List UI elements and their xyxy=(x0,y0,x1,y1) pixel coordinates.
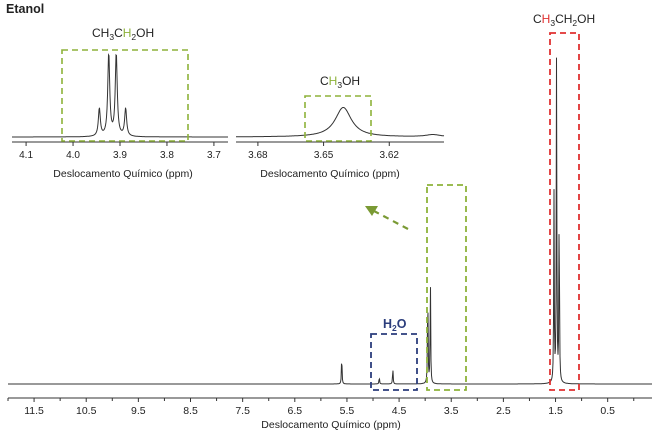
inset-ch3oh-ticks: 3.68 3.65 3.62 xyxy=(248,142,399,161)
inset-ch2-molecule-label: CH3CH2OH xyxy=(92,26,154,42)
main-tick-label: 7.5 xyxy=(235,405,250,417)
inset-ch2-tick-label: 4.1 xyxy=(19,150,33,161)
main-tick-label: 4.5 xyxy=(392,405,407,417)
inset-ch2-ticks: 4.1 4.0 3.9 3.8 3.7 xyxy=(19,142,221,161)
main-tick-label: 5.5 xyxy=(340,405,355,417)
inset-ch3oh-panel: 3.68 3.65 3.62 CH3OH Deslocamento Químico … xyxy=(236,74,445,180)
main-xlabel: Deslocamento Químico (ppm) xyxy=(261,419,400,431)
inset-ch2-spectrum-line xyxy=(12,52,228,138)
inset-ch2-tick-label: 3.9 xyxy=(113,150,127,161)
inset-ch3oh-tick-label: 3.65 xyxy=(314,150,334,161)
ch3-highlight-box xyxy=(549,32,580,391)
ch2-highlight-box xyxy=(426,184,467,391)
inset-ch2-panel: 4.1 4.0 3.9 3.8 3.7 CH3CH2OH Deslocamento Qu… xyxy=(12,26,228,180)
inset-ch3oh-xlabel: Deslocamento Químico (ppm) xyxy=(260,168,399,180)
inset-pointer-arrow xyxy=(365,206,409,230)
inset-ch3oh-molecule-label: CH3OH xyxy=(320,74,360,90)
chart-title: Etanol xyxy=(6,2,44,16)
main-tick-label: 11.5 xyxy=(24,405,44,417)
h2o-label: H2O xyxy=(383,317,407,333)
inset-ch2-tick-label: 4.0 xyxy=(66,150,80,161)
inset-ch2-xlabel: Deslocamento Químico (ppm) xyxy=(53,168,192,180)
ch3-molecule-label: CH3CH2OH xyxy=(533,12,595,28)
main-tick-label: 0.5 xyxy=(600,405,615,417)
inset-ch3oh-highlight-box xyxy=(304,95,372,142)
main-x-ticks: 11.5 10.5 9.5 8.5 7.5 6.5 5.5 4.5 3.5 2.5 1.5 0.5 xyxy=(7,398,635,417)
inset-ch3oh-tick-label: 3.68 xyxy=(248,150,268,161)
main-spectrum-panel: 11.5 10.5 9.5 8.5 7.5 6.5 5.5 4.5 3.5 2.5 1.5 0.5 D… xyxy=(7,12,652,431)
main-tick-label: 8.5 xyxy=(183,405,198,417)
main-tick-label: 3.5 xyxy=(444,405,459,417)
main-tick-label: 10.5 xyxy=(76,405,97,417)
h2o-highlight-box xyxy=(370,333,418,391)
inset-ch3oh-tick-label: 3.62 xyxy=(380,150,400,161)
inset-ch2-highlight-box xyxy=(61,49,189,142)
main-tick-label: 9.5 xyxy=(131,405,146,417)
main-tick-label: 6.5 xyxy=(287,405,302,417)
main-tick-label: 2.5 xyxy=(496,405,511,417)
main-tick-label: 1.5 xyxy=(548,405,563,417)
main-spectrum-line xyxy=(8,57,652,385)
inset-ch2-tick-label: 3.8 xyxy=(160,150,174,161)
inset-ch2-tick-label: 3.7 xyxy=(207,150,221,161)
inset-ch3oh-spectrum-line xyxy=(236,107,445,138)
